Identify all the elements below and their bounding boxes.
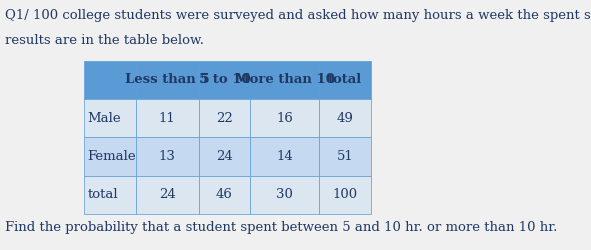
- Text: 16: 16: [277, 112, 293, 125]
- Text: 24: 24: [216, 150, 233, 163]
- Text: 49: 49: [336, 112, 353, 125]
- Text: 46: 46: [216, 188, 233, 201]
- FancyBboxPatch shape: [319, 137, 371, 176]
- Text: More than 10: More than 10: [235, 74, 335, 86]
- Text: 5 to 10: 5 to 10: [199, 74, 251, 86]
- FancyBboxPatch shape: [199, 61, 251, 99]
- FancyBboxPatch shape: [319, 99, 371, 137]
- Text: 14: 14: [277, 150, 293, 163]
- FancyBboxPatch shape: [135, 137, 199, 176]
- Text: Less than 5: Less than 5: [125, 74, 209, 86]
- FancyBboxPatch shape: [135, 99, 199, 137]
- FancyBboxPatch shape: [84, 137, 135, 176]
- Text: 100: 100: [332, 188, 358, 201]
- Text: 51: 51: [337, 150, 353, 163]
- FancyBboxPatch shape: [84, 61, 135, 99]
- Text: total: total: [328, 74, 362, 86]
- Text: 30: 30: [277, 188, 293, 201]
- FancyBboxPatch shape: [199, 137, 251, 176]
- FancyBboxPatch shape: [251, 176, 319, 214]
- Text: Q1/ 100 college students were surveyed and asked how many hours a week the spent: Q1/ 100 college students were surveyed a…: [5, 9, 591, 22]
- FancyBboxPatch shape: [319, 61, 371, 99]
- Text: Find the probability that a student spent between 5 and 10 hr. or more than 10 h: Find the probability that a student spen…: [5, 221, 557, 234]
- FancyBboxPatch shape: [199, 99, 251, 137]
- FancyBboxPatch shape: [251, 137, 319, 176]
- Text: 22: 22: [216, 112, 233, 125]
- Text: Female: Female: [87, 150, 137, 163]
- FancyBboxPatch shape: [135, 61, 199, 99]
- FancyBboxPatch shape: [84, 99, 135, 137]
- Text: 11: 11: [159, 112, 176, 125]
- Text: 24: 24: [159, 188, 176, 201]
- FancyBboxPatch shape: [251, 99, 319, 137]
- Text: total: total: [87, 188, 118, 201]
- FancyBboxPatch shape: [251, 61, 319, 99]
- Text: Male: Male: [87, 112, 121, 125]
- Text: 13: 13: [158, 150, 176, 163]
- FancyBboxPatch shape: [135, 176, 199, 214]
- Text: results are in the table below.: results are in the table below.: [5, 34, 204, 46]
- FancyBboxPatch shape: [84, 176, 135, 214]
- FancyBboxPatch shape: [199, 176, 251, 214]
- FancyBboxPatch shape: [319, 176, 371, 214]
